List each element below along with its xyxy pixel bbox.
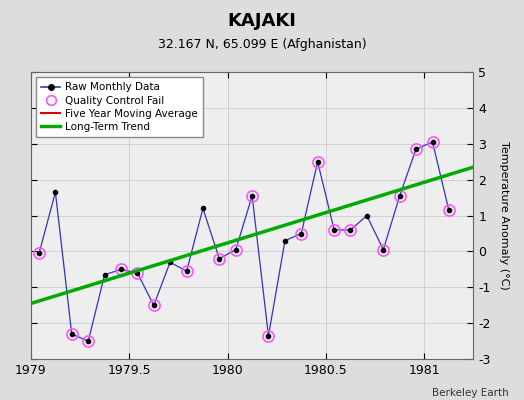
Legend: Raw Monthly Data, Quality Control Fail, Five Year Moving Average, Long-Term Tren: Raw Monthly Data, Quality Control Fail, …: [36, 77, 203, 137]
Text: Berkeley Earth: Berkeley Earth: [432, 388, 508, 398]
Text: KAJAKI: KAJAKI: [227, 12, 297, 30]
Text: 32.167 N, 65.099 E (Afghanistan): 32.167 N, 65.099 E (Afghanistan): [158, 38, 366, 51]
Y-axis label: Temperature Anomaly (°C): Temperature Anomaly (°C): [499, 141, 509, 290]
